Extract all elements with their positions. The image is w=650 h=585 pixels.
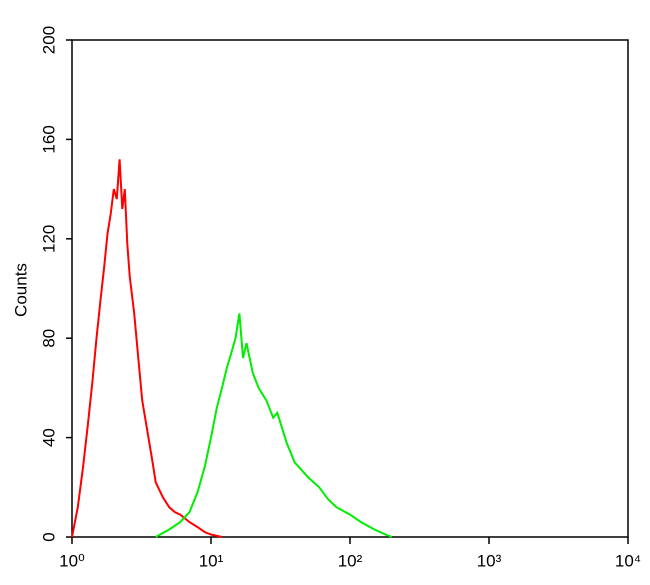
- y-axis-label: Counts: [11, 263, 30, 317]
- y-tick-label: 160: [39, 125, 58, 153]
- y-tick-label: 0: [39, 532, 58, 541]
- x-tick-label: 10¹: [199, 551, 224, 570]
- series-line: [155, 313, 393, 538]
- y-tick-label: 120: [39, 225, 58, 253]
- plot-frame: [71, 39, 629, 538]
- x-tick-label: 10²: [338, 551, 363, 570]
- y-tick-label: 200: [39, 26, 58, 54]
- x-tick-label: 10⁴: [615, 551, 641, 570]
- series-line: [71, 159, 223, 538]
- x-tick-label: 10⁰: [59, 551, 85, 570]
- y-tick-label: 80: [39, 329, 58, 348]
- y-tick-label: 40: [39, 428, 58, 447]
- x-tick-label: 10³: [477, 551, 502, 570]
